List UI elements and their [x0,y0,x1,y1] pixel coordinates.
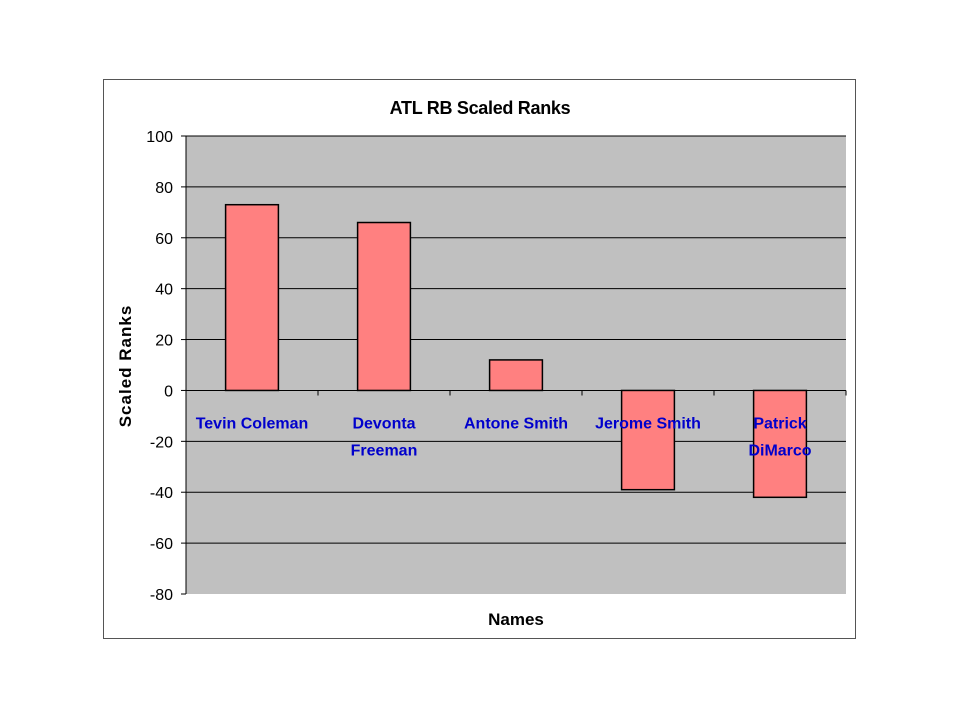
y-tick-label: 40 [155,282,173,299]
y-tick-label: -80 [150,587,173,604]
bar [356,221,412,392]
y-tick-label: 20 [155,333,173,350]
y-tick-label: 0 [164,383,173,400]
category-label: Patrick DiMarco [748,415,811,459]
category-label: Antone Smith [464,415,568,432]
y-tick-label: 80 [155,180,173,197]
category-label: Tevin Coleman [196,415,309,432]
bar [224,203,280,392]
bar [620,389,676,491]
chart-title: ATL RB Scaled Ranks [389,98,571,118]
y-tick-label: -60 [150,536,173,553]
y-tick-label: -40 [150,485,173,502]
x-axis-title: Names [488,610,544,629]
y-tick-label: 100 [146,129,173,146]
category-label: Devonta Freeman [351,415,418,459]
bar [752,389,808,499]
y-tick-label: 60 [155,231,173,248]
bar [488,359,544,392]
y-tick-label: -20 [150,434,173,451]
category-label: Jerome Smith [595,415,701,432]
